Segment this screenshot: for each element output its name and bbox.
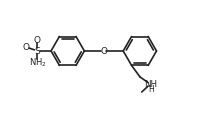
Text: O: O [34, 36, 41, 45]
Text: NH: NH [145, 79, 158, 88]
Text: O: O [100, 47, 107, 56]
Text: O: O [23, 43, 30, 52]
Text: NH$_2$: NH$_2$ [28, 56, 46, 69]
Text: S: S [34, 47, 40, 56]
Text: H: H [149, 84, 154, 93]
